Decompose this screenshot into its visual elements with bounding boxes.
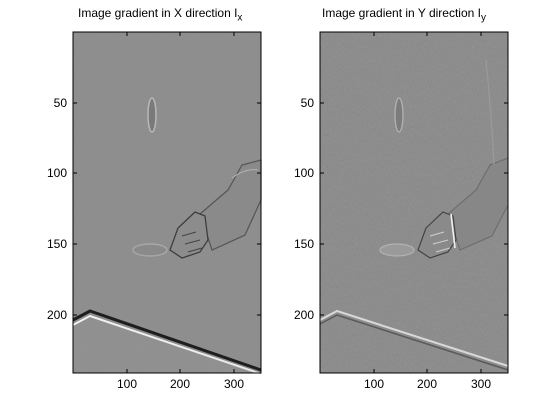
right-ytick-200: 200 [294, 308, 314, 322]
left-ytick-50: 50 [54, 96, 68, 110]
left-ytick-200: 200 [47, 308, 67, 322]
right-ytick-150: 150 [294, 237, 314, 251]
left-yaxis [73, 32, 261, 373]
left-ytick-100: 100 [47, 166, 67, 180]
left-xtick-300: 300 [224, 377, 244, 391]
left-axes-frame [72, 31, 262, 374]
right-panel-title: Image gradient in Y direction Iy [322, 6, 486, 23]
left-title-sub: x [237, 12, 243, 24]
right-ytick-50: 50 [301, 96, 315, 110]
right-yaxis [320, 32, 508, 373]
right-gradient-image [319, 32, 509, 373]
right-xtick-100: 100 [364, 377, 384, 391]
right-axes-frame [319, 31, 509, 374]
left-xtick-200: 200 [170, 377, 190, 391]
right-ytick-100: 100 [294, 166, 314, 180]
right-title-main: Image gradient in Y direction I [322, 6, 481, 20]
right-xtick-300: 300 [471, 377, 491, 391]
left-ytick-150: 150 [47, 237, 67, 251]
left-panel-title: Image gradient in X direction Ix [78, 6, 242, 23]
left-xtick-100: 100 [117, 377, 137, 391]
left-title-main: Image gradient in X direction I [78, 6, 238, 20]
left-gradient-image [72, 32, 262, 375]
right-title-sub: y [481, 12, 486, 24]
right-xtick-200: 200 [417, 377, 437, 391]
